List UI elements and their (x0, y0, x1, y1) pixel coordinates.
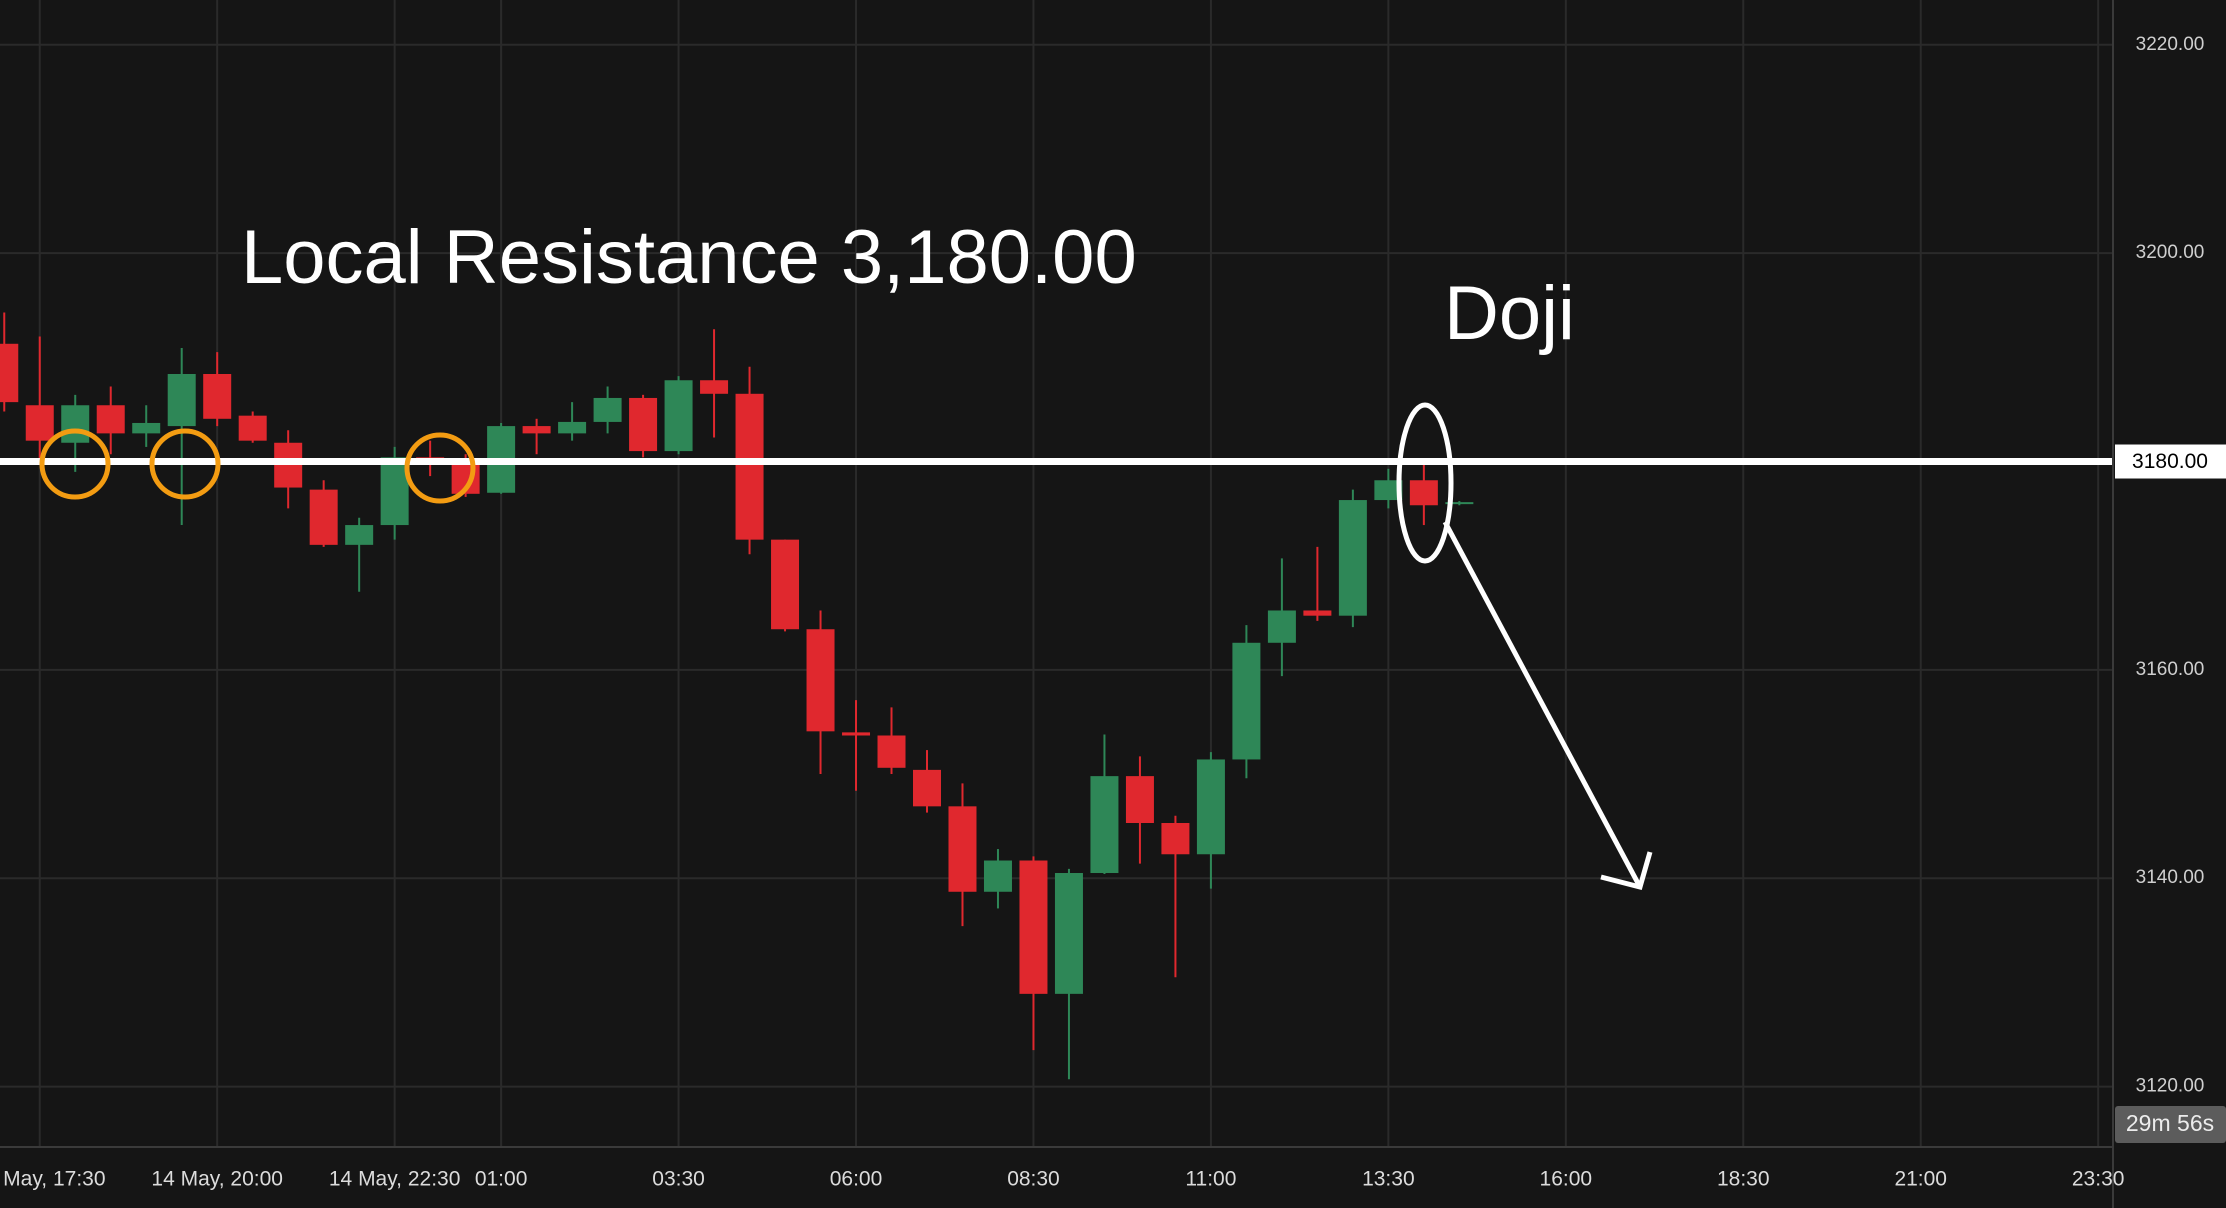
candle-body (380, 457, 409, 526)
x-tick-label: 21:00 (1894, 1168, 1947, 1191)
x-tick-label: 14 May, 22:30 (329, 1168, 461, 1191)
x-tick-label: 18:30 (1717, 1168, 1770, 1191)
x-tick-label: 08:30 (1007, 1168, 1060, 1191)
candle-body (593, 397, 622, 422)
candle-body (842, 732, 871, 736)
x-tick-label: 01:00 (475, 1168, 528, 1191)
candle-body (0, 343, 19, 403)
candle-body (1338, 500, 1367, 616)
candle-body (274, 442, 303, 488)
candle-body (61, 405, 90, 443)
candle-body (132, 422, 161, 434)
candle-body (806, 629, 835, 732)
candle-body (700, 380, 729, 394)
candle-body (1019, 860, 1048, 994)
countdown: 29m 56s (2126, 1110, 2214, 1136)
candle-body (629, 397, 658, 452)
y-tick-label: 3160.00 (2136, 659, 2205, 680)
candle-body (948, 806, 977, 892)
y-tick-label: 3200.00 (2136, 242, 2205, 263)
candle-body (877, 735, 906, 768)
candle-body (1054, 873, 1083, 994)
x-tick-label: 14 May, 17:30 (0, 1168, 106, 1191)
candle-body (96, 405, 125, 434)
y-tick-label: 3220.00 (2136, 34, 2205, 55)
candle-body (1374, 480, 1403, 501)
candle-body (771, 539, 800, 630)
touch-circle (149, 428, 221, 500)
candle-body (25, 405, 54, 441)
candle-body (735, 393, 764, 540)
price-axis-panel (2113, 0, 2226, 1208)
candle-body (1161, 823, 1190, 855)
candle-body (1409, 480, 1438, 506)
candle-body (309, 489, 338, 545)
grid (0, 0, 2113, 1147)
y-tick-label: 3120.00 (2136, 1076, 2205, 1097)
x-tick-label: 13:30 (1362, 1168, 1415, 1191)
candle-body (345, 525, 374, 545)
candle-body (167, 373, 196, 427)
candle-body (558, 421, 587, 434)
doji-annotation: Doji (1444, 271, 1575, 356)
candle-body (1232, 642, 1261, 760)
x-tick-label: 11:00 (1185, 1168, 1236, 1191)
candle-body (1445, 502, 1474, 505)
x-tick-label: 06:00 (830, 1168, 883, 1191)
x-tick-label: 23:30 (2072, 1168, 2125, 1191)
x-tick-label: 03:30 (652, 1168, 705, 1191)
x-tick-label: 16:00 (1540, 1168, 1593, 1191)
candle-body (1090, 776, 1119, 874)
resistance-tag-label: 3180.00 (2132, 450, 2208, 473)
candle-body (1196, 759, 1225, 855)
overlay: Local Resistance 3,180.00 Doji (39, 215, 1653, 891)
candle-body (203, 373, 232, 419)
x-tick-label: 14 May, 20:00 (151, 1168, 283, 1191)
touch-circle (404, 432, 476, 504)
candle-body (1303, 610, 1332, 616)
doji-ellipse (1396, 402, 1454, 564)
arrow-shaft (1442, 520, 1643, 889)
countdown-box (2115, 1106, 2226, 1143)
candle-body (983, 860, 1012, 892)
candle-body (1125, 776, 1154, 824)
axis: 3120.00 3140.00 3160.00 3180.00 3200.00 3220.… (0, 34, 2226, 1191)
resistance-annotation: Local Resistance 3,180.00 (241, 215, 1137, 300)
candles (0, 312, 2113, 1080)
y-tick-label: 3140.00 (2136, 867, 2205, 888)
touch-circle (39, 428, 111, 500)
candle-body (912, 769, 941, 807)
candle-body (1267, 610, 1296, 643)
candle-body (238, 415, 267, 441)
resistance-tag (2115, 444, 2226, 479)
candle-body (522, 426, 551, 434)
arrow-head (1600, 851, 1653, 891)
candle-body (664, 380, 693, 452)
